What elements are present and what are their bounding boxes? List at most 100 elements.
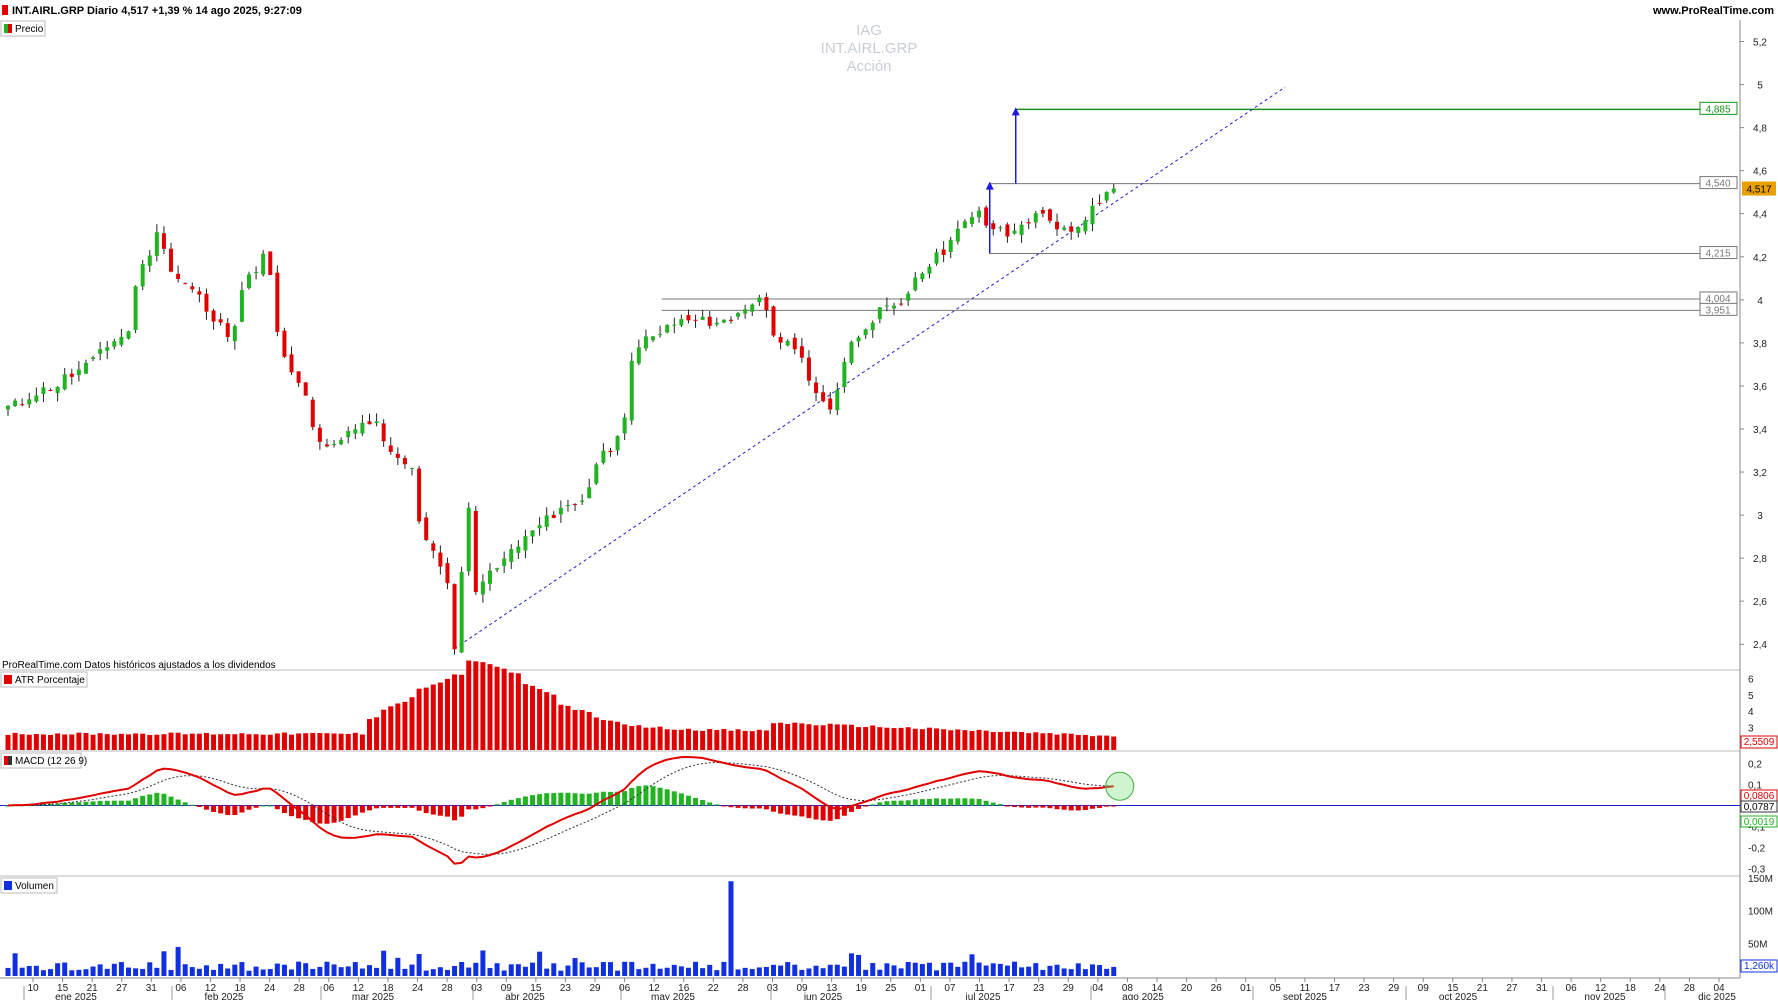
candle-body bbox=[133, 286, 138, 330]
atr-bar bbox=[1068, 733, 1074, 750]
candle-body bbox=[714, 322, 719, 325]
macd-histogram-bar bbox=[147, 794, 153, 806]
atr-bar bbox=[629, 725, 635, 750]
macd-histogram-bar bbox=[97, 800, 103, 806]
volume-bar bbox=[289, 969, 295, 976]
atr-bar bbox=[820, 725, 826, 750]
macd-tick-label: -0,1 bbox=[1748, 823, 1766, 834]
atr-panel-label[interactable]: ATR Porcentaje bbox=[0, 671, 88, 688]
candle-body bbox=[126, 331, 131, 339]
candle-body bbox=[991, 223, 996, 230]
macd-histogram-bar bbox=[281, 805, 287, 814]
volume-bar bbox=[820, 968, 826, 976]
atr-bar bbox=[12, 732, 18, 750]
volume-bar bbox=[615, 970, 621, 976]
candle-body bbox=[941, 249, 946, 255]
month-label: feb 2025 bbox=[205, 992, 244, 1000]
trend-line[interactable] bbox=[454, 86, 1286, 649]
candle-body bbox=[551, 514, 556, 518]
candle-body bbox=[487, 570, 492, 584]
svg-text:1,260k: 1,260k bbox=[1744, 961, 1775, 972]
macd-histogram-bar bbox=[544, 793, 550, 806]
atr-bar bbox=[90, 734, 96, 750]
macd-histogram-bar bbox=[1075, 805, 1081, 811]
candle-body bbox=[658, 334, 663, 336]
atr-bar bbox=[976, 729, 982, 750]
macd-label-text: MACD (12 26 9) bbox=[15, 756, 87, 767]
candle-body bbox=[303, 382, 308, 396]
volume-bar bbox=[537, 951, 543, 976]
candle-body bbox=[1019, 224, 1024, 235]
day-label: 06 bbox=[619, 983, 631, 994]
volume-panel-label[interactable]: Volumen bbox=[0, 877, 58, 894]
macd-histogram-bar bbox=[572, 793, 578, 806]
macd-histogram-bar bbox=[55, 803, 61, 806]
volume-bar bbox=[650, 963, 656, 976]
volume-bar bbox=[395, 957, 401, 976]
instrument-color-icon bbox=[2, 5, 8, 15]
atr-bar bbox=[664, 729, 670, 750]
candle-body bbox=[629, 360, 634, 421]
site-link[interactable]: www.ProRealTime.com bbox=[1652, 5, 1774, 17]
macd-tick-label: -0,3 bbox=[1748, 865, 1766, 876]
atr-bar bbox=[728, 730, 734, 750]
candle-body bbox=[27, 399, 32, 405]
volume-bar bbox=[1019, 967, 1025, 976]
day-label: 15 bbox=[1447, 983, 1459, 994]
macd-histogram-bar bbox=[615, 791, 621, 806]
volume-bar bbox=[685, 967, 691, 976]
atr-bar bbox=[253, 734, 259, 750]
candle-body bbox=[899, 303, 904, 305]
price-panel-label[interactable]: Precio bbox=[0, 20, 46, 37]
volume-bar bbox=[870, 963, 876, 976]
volume-bar bbox=[749, 969, 755, 976]
price-tick-label: 4,8 bbox=[1753, 124, 1767, 135]
macd-histogram-bar bbox=[700, 799, 706, 806]
candle-body bbox=[289, 354, 294, 373]
atr-bar bbox=[898, 727, 904, 750]
candle-body bbox=[523, 536, 528, 551]
candle-body bbox=[41, 387, 46, 395]
candle-body bbox=[1069, 226, 1074, 232]
atr-bar bbox=[310, 732, 316, 750]
volume-bar bbox=[912, 962, 918, 976]
volume-bar bbox=[778, 965, 784, 976]
volume-bar bbox=[771, 964, 777, 976]
day-label: 28 bbox=[737, 983, 749, 994]
atr-bar bbox=[763, 730, 769, 750]
macd-histogram-bar bbox=[310, 805, 316, 823]
atr-bar bbox=[437, 682, 443, 750]
candle-body bbox=[757, 297, 762, 303]
atr-bar bbox=[579, 710, 585, 750]
volume-bar bbox=[544, 968, 550, 976]
volume-bar bbox=[763, 966, 769, 976]
volume-axis: 150M 100M 50M bbox=[1748, 874, 1773, 950]
volume-bar bbox=[600, 962, 606, 976]
month-label: jul 2025 bbox=[964, 992, 1000, 1000]
atr-bar bbox=[1075, 734, 1081, 750]
atr-bar bbox=[69, 734, 75, 750]
volume-bar bbox=[345, 966, 351, 976]
day-label: 18 bbox=[1625, 983, 1637, 994]
macd-histogram-bar bbox=[827, 805, 833, 821]
volume-bar bbox=[97, 964, 103, 976]
candle-body bbox=[55, 386, 60, 394]
candle-body bbox=[360, 422, 365, 434]
atr-series bbox=[5, 660, 1117, 750]
macd-histogram-bar bbox=[1111, 805, 1117, 807]
macd-histogram-bar bbox=[416, 805, 422, 811]
atr-bar bbox=[409, 697, 415, 750]
macd-histogram-bar bbox=[629, 787, 635, 806]
macd-histogram-bar bbox=[83, 801, 89, 806]
macd-histogram-bar bbox=[763, 805, 769, 810]
macd-histogram-bar bbox=[742, 805, 748, 809]
macd-histogram-bar bbox=[941, 798, 947, 806]
atr-tick-label: 3 bbox=[1748, 723, 1754, 734]
macd-panel-label[interactable]: MACD (12 26 9) bbox=[0, 752, 87, 769]
atr-bar bbox=[168, 732, 174, 750]
volume-bar bbox=[593, 967, 599, 976]
candle-body bbox=[856, 337, 861, 342]
macd-histogram-bar bbox=[891, 800, 897, 806]
